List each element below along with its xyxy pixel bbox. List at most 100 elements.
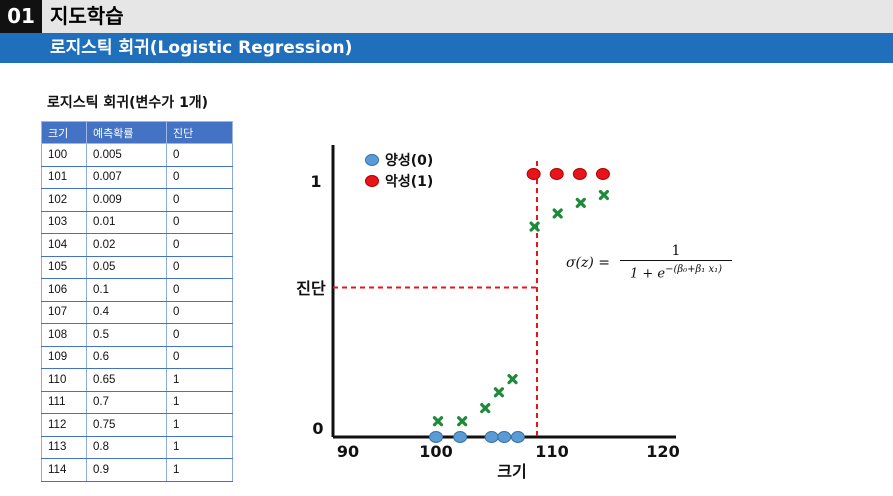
benign-point [453, 431, 468, 443]
size-cell: 101 [41, 165, 87, 189]
diagnosis-cell: 0 [166, 345, 233, 369]
size-cell: 103 [41, 210, 87, 234]
size-cell: 110 [41, 368, 87, 392]
prediction-point [598, 189, 610, 201]
legend-malignant-marker [365, 175, 379, 187]
legend-benign-label: 양성(0) [385, 153, 433, 169]
probability-cell: 0.8 [86, 435, 167, 459]
prediction-cross-stroke [432, 416, 444, 427]
probability-cell: 0.01 [86, 210, 167, 234]
probability-cell: 0.4 [86, 300, 167, 324]
table-row: 104 0.02 0 [41, 233, 233, 257]
prediction-point [480, 402, 491, 414]
prediction-cross-stroke [480, 402, 491, 414]
probability-cell: 0.007 [86, 165, 167, 189]
y-axis-label: 진단 [296, 279, 326, 298]
diagnosis-cell: 0 [166, 165, 233, 189]
formula-fraction: 1 1 + e−(β₀+β₁ x₁) [620, 242, 732, 283]
top-header-bar [0, 0, 893, 33]
formula-exponent: −(β₀+β₁ x₁) [665, 264, 723, 275]
probability-cell: 0.005 [86, 143, 167, 167]
table-row: 103 0.01 0 [41, 210, 233, 234]
prediction-point [529, 221, 540, 232]
page-subtitle: 로지스틱 회귀(Logistic Regression) [50, 38, 353, 58]
table-header-row: 크기 예측확률 진단 [41, 121, 233, 144]
subtitle-bar [0, 33, 893, 63]
prediction-point [507, 374, 518, 385]
formula-lhs: σ(z) = [566, 255, 611, 271]
prediction-point [432, 416, 444, 427]
size-cell: 113 [41, 435, 87, 459]
diagnosis-cell: 1 [166, 435, 233, 459]
malignant-point [526, 168, 541, 180]
size-cell: 104 [41, 233, 87, 257]
diagnosis-cell: 0 [166, 188, 233, 212]
formula-denominator-base: 1 + e [629, 266, 666, 282]
legend-malignant-label: 악성(1) [385, 173, 433, 190]
y-tick-label: 0 [312, 419, 323, 438]
formula-denominator: 1 + e−(β₀+β₁ x₁) [620, 261, 732, 283]
prediction-point [552, 208, 563, 219]
prediction-point [493, 387, 504, 398]
size-cell: 105 [41, 255, 87, 279]
section-title: 로지스틱 회귀(변수가 1개) [47, 95, 209, 111]
diagnosis-cell: 0 [166, 300, 233, 324]
benign-point [429, 431, 443, 443]
size-cell: 114 [41, 458, 87, 482]
prediction-cross-stroke [552, 208, 563, 219]
column-header-probability: 예측확률 [86, 121, 167, 144]
section-number-badge: 01 [0, 0, 42, 33]
prediction-point [457, 416, 468, 427]
table-row: 109 0.6 0 [41, 345, 233, 369]
prediction-cross-stroke [457, 416, 468, 427]
table-row: 101 0.007 0 [41, 165, 233, 189]
diagnosis-cell: 0 [166, 233, 233, 257]
size-cell: 102 [41, 188, 87, 212]
x-tick-label: 90 [337, 442, 359, 461]
x-tick-label: 100 [419, 442, 452, 461]
probability-cell: 0.75 [86, 413, 167, 437]
probability-cell: 0.009 [86, 188, 167, 212]
table-row: 112 0.75 1 [41, 413, 233, 437]
prediction-point [575, 197, 586, 209]
data-table: 크기 예측확률 진단 100 0.005 0 101 0.007 0 102 0.009 0 10… [41, 121, 233, 482]
formula-numerator: 1 [671, 243, 681, 259]
prediction-cross-stroke [493, 387, 504, 398]
probability-cell: 0.1 [86, 278, 167, 302]
x-axis-label: 크기 [497, 462, 526, 481]
prediction-cross-stroke [598, 189, 610, 201]
fraction-bar [620, 260, 732, 261]
table-body: 100 0.005 0 101 0.007 0 102 0.009 0 103 0.01 0 104 0.… [41, 143, 233, 482]
diagnosis-cell: 0 [166, 323, 233, 347]
malignant-point [595, 168, 610, 180]
table-row: 102 0.009 0 [41, 188, 233, 212]
table-row: 113 0.8 1 [41, 435, 233, 459]
malignant-point [549, 168, 564, 180]
diagnosis-cell: 1 [166, 458, 233, 482]
prediction-cross-stroke [575, 197, 586, 209]
column-header-size: 크기 [41, 121, 87, 144]
diagnosis-cell: 1 [166, 368, 233, 392]
benign-point [484, 431, 499, 443]
prediction-cross-stroke [507, 374, 518, 385]
column-header-diagnosis: 진단 [166, 121, 233, 144]
size-cell: 112 [41, 413, 87, 437]
benign-point [497, 431, 512, 443]
table-row: 100 0.005 0 [41, 143, 233, 167]
table-row: 114 0.9 1 [41, 458, 233, 482]
probability-cell: 0.65 [86, 368, 167, 392]
diagnosis-cell: 0 [166, 210, 233, 234]
table-row: 107 0.4 0 [41, 300, 233, 324]
size-cell: 108 [41, 323, 87, 347]
benign-point [510, 431, 525, 443]
legend-benign-marker [365, 154, 379, 166]
size-cell: 100 [41, 143, 87, 167]
y-tick-label: 1 [310, 172, 321, 191]
malignant-point [572, 168, 587, 180]
page-title: 지도학습 [50, 4, 124, 28]
diagnosis-cell: 0 [166, 143, 233, 167]
x-tick-label: 120 [646, 442, 679, 461]
probability-cell: 0.02 [86, 233, 167, 257]
probability-cell: 0.9 [86, 458, 167, 482]
